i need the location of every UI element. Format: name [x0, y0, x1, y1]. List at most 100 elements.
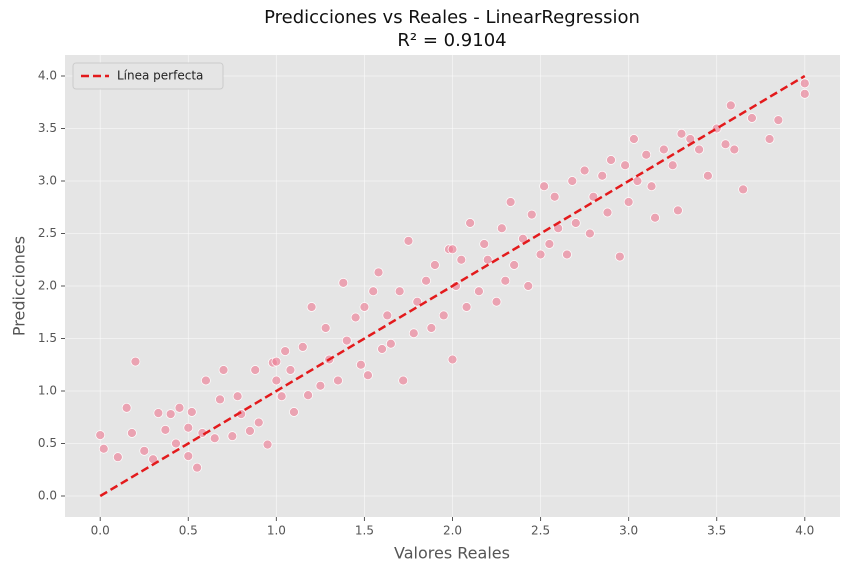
scatter-point	[386, 338, 396, 349]
scatter-point	[297, 342, 308, 352]
x-tick-label: 4.0	[795, 524, 814, 538]
scatter-point	[676, 128, 687, 139]
scatter-point	[250, 365, 261, 375]
scatter-point	[218, 365, 229, 375]
scatter-point	[403, 236, 414, 246]
scatter-point	[773, 115, 784, 125]
scatter-point	[373, 267, 384, 278]
scatter-point	[673, 205, 683, 216]
scatter-point	[333, 375, 343, 386]
scatter-point	[725, 100, 736, 111]
scatter-point	[359, 302, 370, 312]
scatter-point	[368, 286, 379, 297]
scatter-point	[764, 134, 775, 144]
x-tick-label: 2.0	[443, 524, 462, 538]
scatter-point	[183, 422, 194, 433]
y-tick-label: 3.0	[38, 174, 57, 188]
scatter-point	[447, 354, 458, 365]
scatter-point	[549, 191, 560, 202]
chart-subtitle: R² = 0.9104	[397, 30, 506, 51]
scatter-point	[482, 254, 493, 265]
scatter-point	[694, 144, 704, 155]
scatter-point	[95, 430, 106, 440]
scatter-point	[341, 335, 352, 346]
scatter-point	[315, 380, 326, 391]
legend-label: Línea perfecta	[117, 69, 203, 83]
scatter-point	[500, 275, 511, 286]
x-tick-label: 3.5	[707, 524, 726, 538]
x-tick-label: 1.0	[267, 524, 286, 538]
x-tick-label: 1.5	[355, 524, 374, 538]
y-tick-label: 0.5	[38, 436, 57, 450]
scatter-point	[509, 260, 519, 270]
scatter-point	[350, 312, 361, 323]
scatter-point	[523, 281, 534, 291]
scatter-point	[209, 433, 220, 444]
scatter-point	[408, 328, 419, 339]
scatter-point	[192, 462, 202, 473]
scatter-point	[535, 249, 546, 260]
scatter-point	[232, 391, 243, 402]
scatter-point	[306, 302, 317, 312]
scatter-point	[703, 170, 713, 181]
y-tick-label: 3.5	[38, 121, 57, 135]
scatter-point	[363, 370, 373, 381]
scatter-point	[539, 181, 549, 192]
scatter-point	[127, 428, 137, 438]
scatter-point	[496, 223, 507, 234]
scatter-point	[394, 286, 405, 297]
y-tick-label: 1.0	[38, 384, 57, 398]
scatter-point	[729, 144, 740, 155]
scatter-point	[289, 407, 299, 417]
scatter-point	[579, 165, 590, 176]
legend-box	[72, 62, 224, 90]
scatter-point	[799, 88, 810, 99]
scatter-point	[276, 391, 287, 402]
scatter-point	[421, 275, 431, 286]
y-tick-label: 0.0	[38, 489, 57, 503]
scatter-point	[602, 207, 613, 218]
scatter-point	[430, 260, 440, 270]
scatter-point	[526, 209, 537, 220]
scatter-point	[165, 409, 176, 419]
scatter-point	[562, 249, 572, 260]
y-tick-label: 4.0	[38, 69, 57, 83]
scatter-point	[465, 218, 475, 228]
scatter-point	[245, 426, 255, 436]
scatter-point	[183, 451, 194, 461]
scatter-point	[456, 254, 467, 265]
scatter-point	[285, 365, 296, 375]
scatter-point	[491, 296, 502, 307]
scatter-point	[171, 438, 181, 449]
scatter-point	[597, 170, 608, 181]
scatter-point	[667, 160, 678, 171]
scatter-point	[620, 160, 630, 171]
scatter-point	[659, 144, 669, 155]
reference-line	[99, 74, 806, 498]
scatter-point	[438, 310, 449, 321]
scatter-point	[271, 356, 282, 367]
scatter-point	[505, 197, 516, 207]
scatter-point	[632, 176, 643, 186]
scatter-point	[98, 443, 109, 454]
scatter-point	[720, 139, 731, 150]
scatter-point	[174, 402, 185, 413]
scatter-point	[623, 197, 634, 207]
scatter-point	[139, 446, 150, 456]
x-tick-label: 0.5	[179, 524, 198, 538]
x-tick-label: 3.0	[619, 524, 638, 538]
scatter-point	[747, 113, 757, 123]
scatter-point	[588, 191, 599, 202]
x-tick-label: 2.5	[531, 524, 550, 538]
scatter-point	[112, 452, 123, 462]
y-axis-label: Predicciones	[10, 236, 29, 336]
scatter-point	[356, 359, 366, 370]
scatter-point	[227, 431, 238, 441]
scatter-point	[799, 78, 810, 89]
scatter-point	[614, 251, 625, 262]
scatter-point	[606, 155, 616, 165]
scatter-point	[130, 356, 141, 367]
scatter-point	[398, 375, 409, 386]
scatter-point	[377, 344, 387, 354]
